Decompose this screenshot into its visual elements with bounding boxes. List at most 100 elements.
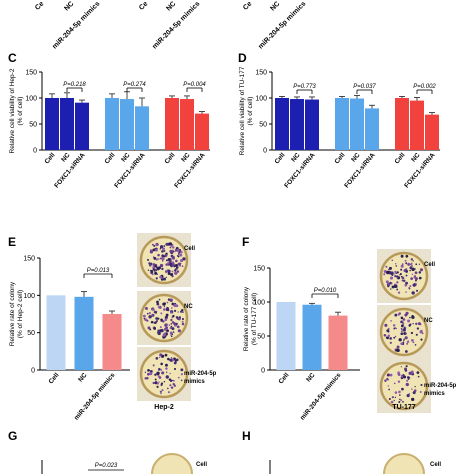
colony-dot	[160, 247, 162, 249]
colony-dot	[145, 307, 148, 310]
colony-dot	[176, 270, 180, 273]
colony-dot	[411, 332, 414, 334]
colony-dot	[176, 268, 178, 271]
colony-dot	[164, 334, 166, 336]
p-value-label: P=0.274	[123, 82, 146, 88]
y-axis-label: Relative cell viability of TU-177	[239, 66, 246, 155]
x-category-label: Cell	[104, 152, 117, 166]
colony-dot	[400, 399, 403, 402]
colony-dot	[410, 277, 414, 281]
colony-dot	[385, 265, 388, 268]
colony-dot	[386, 336, 389, 340]
colony-dot	[165, 259, 168, 262]
colony-dot	[144, 318, 147, 321]
colony-dot	[394, 396, 397, 399]
colony-dot	[160, 318, 163, 321]
colony-dot	[414, 343, 417, 346]
colony-dot	[154, 268, 157, 272]
x-category-label: NC	[290, 152, 302, 164]
colony-dot	[163, 305, 166, 308]
colony-dot	[154, 248, 158, 252]
p-value-label: P=0.218	[63, 82, 86, 88]
colony-dot	[413, 276, 416, 279]
photo-caption-hep2: Hep-2	[154, 404, 174, 411]
panel-letter-h: H	[242, 429, 251, 443]
colony-dot	[399, 398, 401, 401]
y-axis-label: Relative cell viability of Hep-2	[9, 68, 16, 153]
colony-dot	[401, 263, 404, 265]
colony-dot	[168, 260, 172, 264]
colony-dot	[400, 366, 402, 368]
colony-dot	[408, 393, 410, 395]
y-tick-label: 50	[29, 122, 37, 129]
colony-dot	[397, 380, 401, 383]
x-category-label: Cell	[278, 372, 291, 386]
colony-dot	[156, 385, 159, 388]
colony-dot	[405, 281, 408, 285]
colony-dot	[160, 328, 164, 333]
panel-letter-c: C	[8, 51, 17, 65]
colony-dot	[395, 327, 398, 330]
colony-dot	[394, 275, 397, 278]
colony-dot	[163, 381, 166, 383]
bar	[60, 98, 74, 150]
colony-dot	[181, 322, 185, 326]
colony-dot	[178, 251, 181, 254]
top-strip-label: NC	[269, 0, 281, 12]
colony-dot	[391, 396, 394, 399]
colony-dot	[156, 300, 159, 304]
colony-dot	[396, 345, 400, 349]
colony-dot	[156, 273, 159, 275]
colony-dot	[411, 315, 414, 318]
colony-dot	[169, 311, 173, 314]
colony-dot	[390, 320, 392, 322]
colony-dot	[397, 313, 400, 316]
colony-dot	[164, 315, 168, 320]
colony-dot	[152, 268, 155, 271]
chart-d-tu177-viability: 0 50 100 150 Relative cell viability of TU-1…	[239, 66, 440, 189]
p-value-label: P=0.013	[87, 268, 110, 274]
colony-dot	[387, 385, 390, 387]
colony-dot	[407, 319, 411, 323]
y-axis-label: (% of Hep-2 cell)	[17, 290, 24, 338]
colony-dot	[414, 268, 416, 270]
colony-dot	[161, 254, 165, 258]
colony-dot	[386, 283, 391, 287]
colony-dot	[157, 329, 160, 332]
colony-dot	[167, 257, 171, 261]
colony-dot	[416, 371, 420, 375]
colony-dot	[403, 375, 407, 379]
colony-dot	[163, 249, 166, 253]
panel-h-partial: Cell	[269, 453, 441, 474]
colony-dot	[158, 356, 161, 359]
colony-dot	[402, 318, 405, 321]
colony-dot	[391, 259, 394, 262]
colony-dot	[386, 270, 390, 275]
colony-dot	[404, 326, 407, 329]
colony-dot	[157, 375, 161, 378]
colony-dot	[165, 313, 169, 317]
colony-dot	[171, 255, 175, 259]
y-axis-label: (% of TU-177 cell)	[251, 293, 258, 345]
colony-dot	[177, 311, 179, 313]
colony-dot	[165, 363, 168, 367]
colony-dot	[170, 335, 173, 337]
colony-dot	[153, 256, 157, 260]
colony-dot	[170, 272, 174, 276]
colony-dot	[407, 378, 410, 380]
colony-dot	[163, 277, 167, 281]
colony-dot	[152, 364, 155, 367]
y-tick-label: 150	[23, 256, 35, 263]
colony-dot	[408, 286, 411, 289]
y-axis-label: (% of cell)	[17, 97, 24, 126]
colony-dot	[386, 377, 389, 381]
colony-dot	[411, 339, 414, 342]
colony-dot	[157, 317, 160, 320]
colony-dot	[389, 373, 393, 377]
colony-dot	[171, 327, 175, 331]
colony-dot	[174, 271, 177, 274]
colony-dot	[163, 245, 166, 247]
colony-dot	[401, 330, 403, 333]
colony-dot	[154, 265, 157, 268]
colony-dot	[384, 323, 388, 327]
